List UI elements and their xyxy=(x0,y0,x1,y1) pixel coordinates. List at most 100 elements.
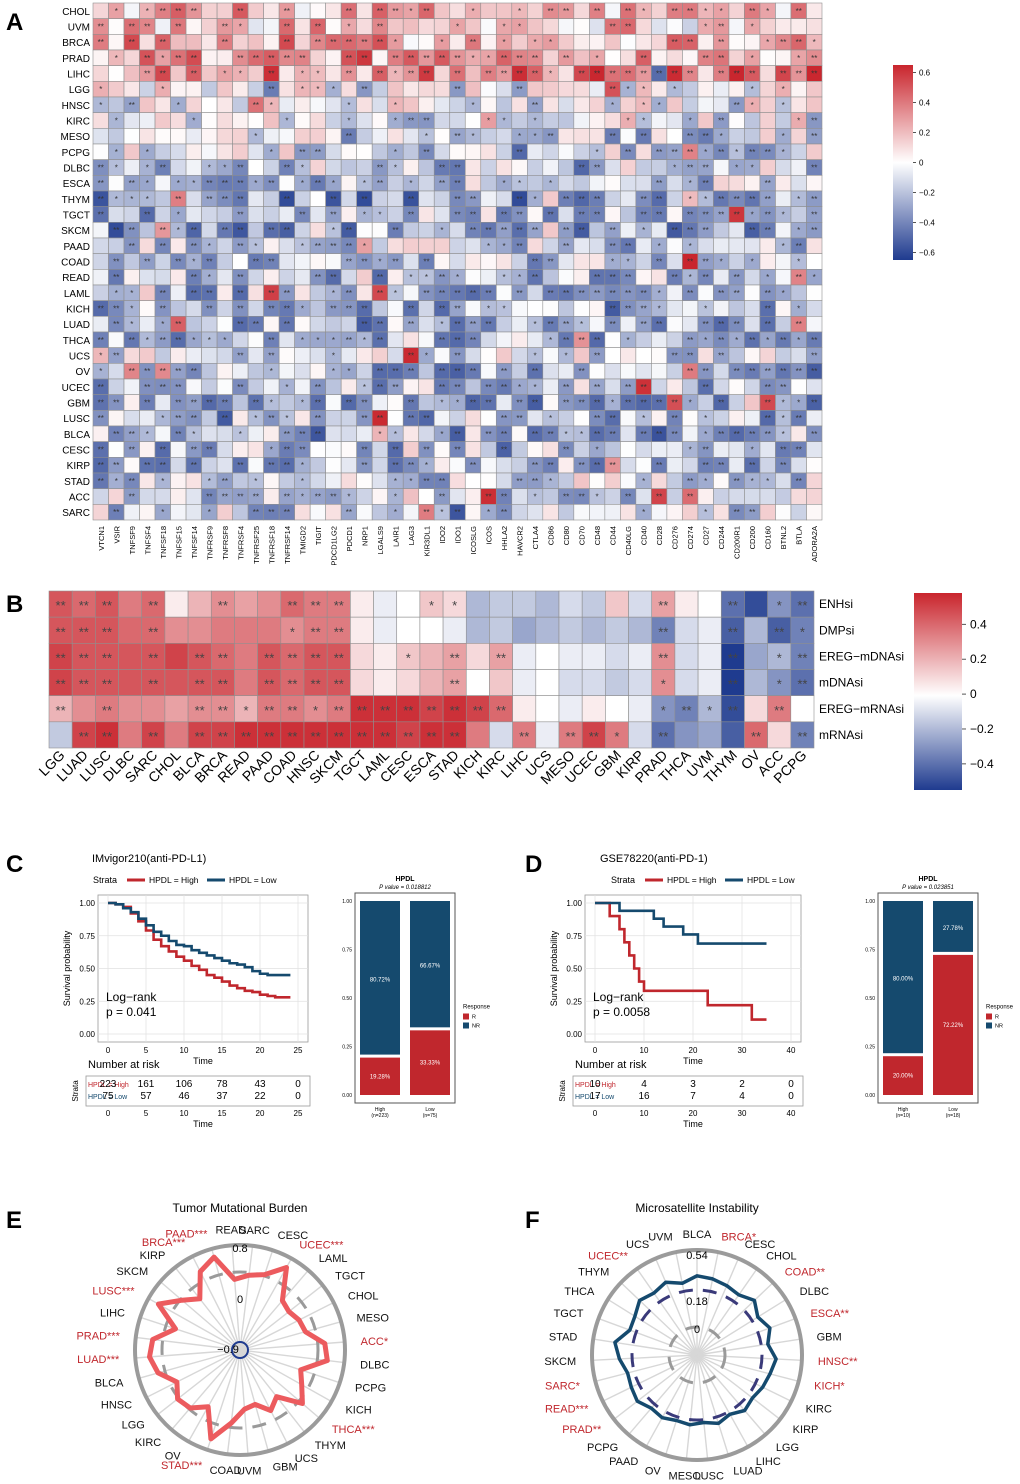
significance-mark: * xyxy=(797,195,800,204)
significance-mark: ** xyxy=(454,211,460,220)
significance-mark: ** xyxy=(299,54,305,63)
significance-mark: * xyxy=(146,164,149,173)
significance-mark: ** xyxy=(563,493,569,502)
heatmap-cell xyxy=(278,363,295,380)
heatmap-cell xyxy=(713,159,730,176)
heatmap-cell xyxy=(216,96,233,113)
heatmap-cell xyxy=(464,488,482,505)
significance-mark: ** xyxy=(206,289,212,298)
significance-mark: ** xyxy=(718,461,724,470)
significance-mark: * xyxy=(425,132,428,141)
heatmap-cell xyxy=(247,65,264,82)
significance-mark: ** xyxy=(656,320,662,329)
heatmap-cell xyxy=(775,269,792,286)
significance-mark: * xyxy=(704,414,707,423)
heatmap-cell xyxy=(604,49,621,66)
heatmap-cell xyxy=(806,284,823,301)
radar-category-label: LUAD*** xyxy=(77,1354,120,1366)
heatmap-cell xyxy=(154,269,171,286)
significance-mark: ** xyxy=(237,211,243,220)
heatmap-cell xyxy=(232,34,249,51)
significance-mark: ** xyxy=(392,461,398,470)
significance-mark: ** xyxy=(470,289,476,298)
heatmap-cell xyxy=(589,472,606,489)
risk-table-box xyxy=(85,1075,311,1107)
heatmap-cell xyxy=(340,159,357,176)
heatmap-cell xyxy=(123,206,140,223)
significance-mark: ** xyxy=(594,164,600,173)
heatmap-cell xyxy=(263,18,280,35)
heatmap-cell xyxy=(573,410,590,427)
x-tick-label: 40 xyxy=(787,1046,796,1055)
significance-mark: * xyxy=(533,320,536,329)
significance-mark: * xyxy=(394,148,397,157)
heatmap-cell xyxy=(573,18,590,35)
heatmap-cell xyxy=(371,504,389,521)
heatmap-cell xyxy=(371,143,389,160)
heatmap-cell xyxy=(666,457,683,474)
significance-mark: ** xyxy=(191,70,197,79)
color-legend-bar xyxy=(893,65,913,260)
significance-mark: ** xyxy=(403,729,413,744)
heatmap-cell xyxy=(185,378,202,395)
heatmap-cell xyxy=(449,237,466,254)
heatmap-cell xyxy=(558,18,575,35)
heatmap-cell xyxy=(573,269,590,286)
heatmap-cell xyxy=(464,378,482,395)
km-legend-label: HPDL = Low xyxy=(747,875,795,885)
significance-mark: ** xyxy=(315,242,321,251)
significance-mark: ** xyxy=(703,54,709,63)
significance-mark: ** xyxy=(547,7,553,16)
significance-mark: * xyxy=(409,179,412,188)
heatmap-cell xyxy=(558,472,575,489)
significance-mark: ** xyxy=(609,305,615,314)
legend-tick-label: −0.4 xyxy=(919,219,935,228)
significance-mark: ** xyxy=(113,226,119,235)
heatmap-cell xyxy=(806,237,823,254)
heatmap-cell xyxy=(263,128,280,145)
heatmap-cell xyxy=(164,669,189,696)
significance-mark: ** xyxy=(334,703,344,718)
heatmap-cell xyxy=(123,269,140,286)
radar-category-label: KIRP xyxy=(793,1424,819,1436)
radar-category-label: COAD xyxy=(210,1465,242,1477)
radar-category-label: THYM xyxy=(578,1267,609,1279)
heatmap-cell xyxy=(418,488,435,505)
significance-mark: ** xyxy=(516,148,522,157)
significance-mark: ** xyxy=(56,650,66,665)
heatmap-cell xyxy=(170,65,187,82)
significance-mark: ** xyxy=(796,242,802,251)
legend-tick-label: 0 xyxy=(970,687,977,701)
heatmap-cell xyxy=(542,190,559,207)
radar-category-label: PRAD** xyxy=(562,1424,602,1436)
row-label: KICH xyxy=(66,305,90,316)
significance-mark: * xyxy=(332,289,335,298)
significance-mark: ** xyxy=(749,148,755,157)
significance-mark: * xyxy=(239,23,242,32)
legend-tick-label: −0.6 xyxy=(919,249,935,258)
column-label: LAG3 xyxy=(407,526,416,545)
heatmap-cell xyxy=(728,457,745,474)
heatmap-cell xyxy=(402,128,420,145)
heatmap-cell xyxy=(713,81,730,98)
significance-mark: ** xyxy=(311,677,321,692)
row-label: READ xyxy=(62,273,90,284)
heatmap-cell xyxy=(713,222,730,239)
radar-category-label: MESO xyxy=(357,1312,390,1324)
significance-mark: ** xyxy=(485,226,491,235)
significance-mark: ** xyxy=(658,598,668,613)
heatmap-cell xyxy=(433,2,451,19)
significance-mark: ** xyxy=(780,367,786,376)
heatmap-cell xyxy=(418,394,435,411)
heatmap-cell xyxy=(495,331,513,348)
significance-mark: * xyxy=(363,179,366,188)
heatmap-cell xyxy=(775,18,792,35)
bar-y-tick-label: 0.50 xyxy=(342,996,352,1002)
column-label: PDCD1 xyxy=(345,526,354,551)
significance-mark: ** xyxy=(774,624,784,639)
heatmap-cell xyxy=(790,457,807,474)
row-label: PCPG xyxy=(62,148,91,159)
heatmap-cell xyxy=(309,2,326,19)
heatmap-cell xyxy=(108,237,125,254)
